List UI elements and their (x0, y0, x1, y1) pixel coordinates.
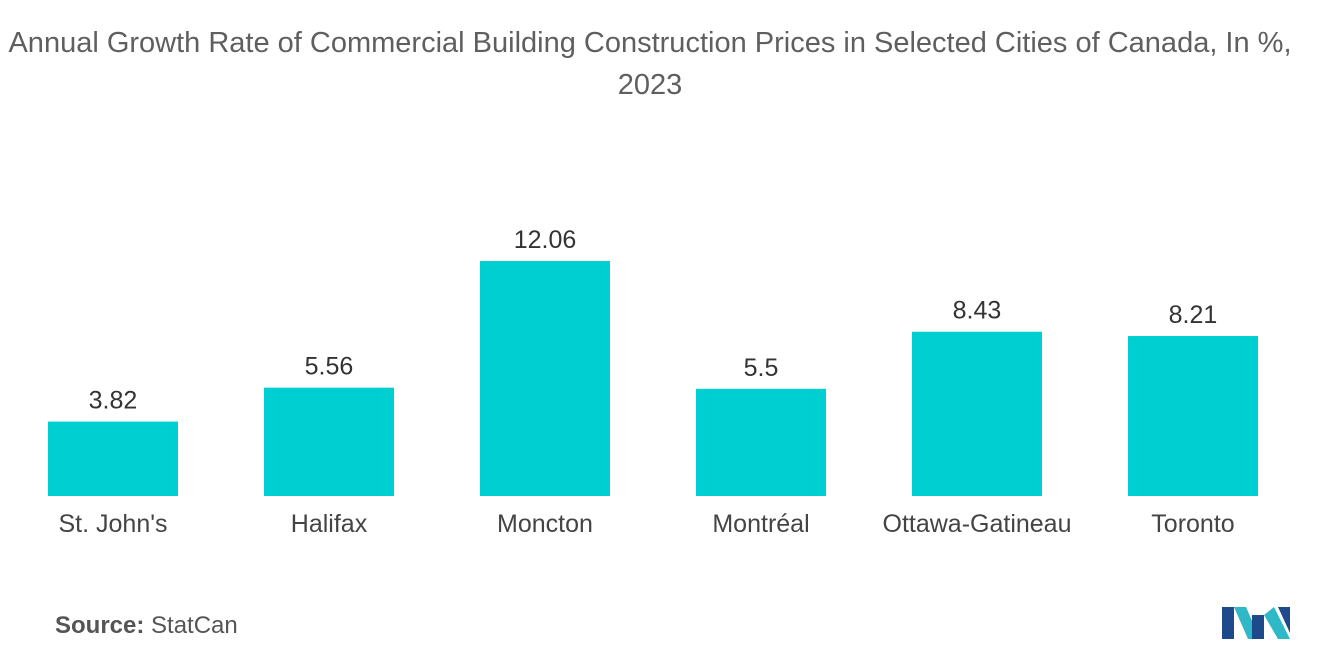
value-label-4: 8.43 (953, 297, 1002, 325)
source-note: Source: StatCan (55, 612, 238, 640)
bar-0 (48, 421, 178, 496)
source-value: StatCan (151, 612, 238, 639)
value-label-1: 5.56 (305, 353, 354, 381)
category-label-0: St. John's (59, 510, 168, 538)
bar-4 (912, 331, 1042, 496)
category-label-3: Montréal (712, 510, 809, 538)
value-label-2: 12.06 (514, 226, 577, 254)
bar-1 (264, 387, 394, 496)
bar-2 (480, 261, 610, 496)
category-label-2: Moncton (497, 510, 593, 538)
value-label-3: 5.5 (744, 354, 779, 382)
value-label-5: 8.21 (1169, 301, 1218, 329)
category-label-1: Halifax (291, 510, 368, 538)
bar-3 (696, 388, 826, 496)
source-label: Source: (55, 612, 145, 639)
value-label-0: 3.82 (89, 387, 138, 415)
mordor-intelligence-logo-icon (1222, 607, 1290, 639)
category-label-4: Ottawa-Gatineau (883, 510, 1072, 538)
bar-5 (1128, 336, 1258, 496)
category-label-5: Toronto (1151, 510, 1234, 538)
chart-title: Annual Growth Rate of Commercial Buildin… (8, 27, 1292, 101)
